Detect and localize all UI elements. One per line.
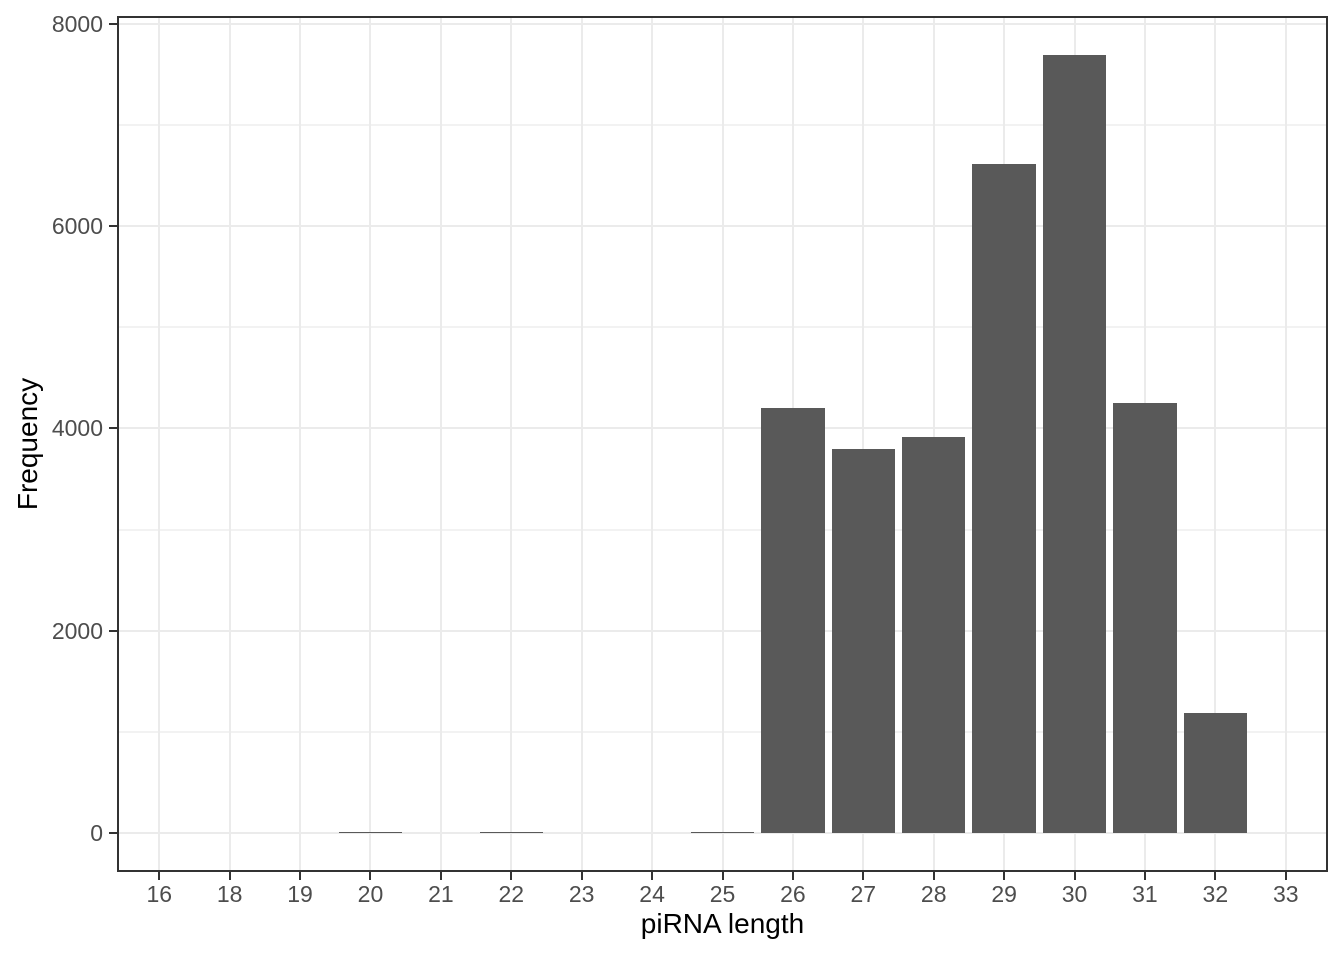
- y-tick: [109, 22, 117, 25]
- x-tick-label: 30: [1061, 881, 1088, 907]
- gridline-vertical: [158, 16, 161, 872]
- y-tick: [109, 427, 117, 430]
- bar-25: [690, 831, 755, 834]
- x-tick-label: 18: [216, 881, 243, 907]
- y-tick-label: 4000: [51, 415, 103, 442]
- y-axis-title: Frequency: [12, 377, 43, 511]
- x-tick-label: 22: [498, 881, 525, 907]
- x-tick: [791, 872, 794, 880]
- x-tick: [1003, 872, 1006, 880]
- x-tick: [1284, 872, 1287, 880]
- x-tick-label: 28: [920, 881, 947, 907]
- gridline-vertical: [862, 16, 865, 872]
- x-tick-label: 32: [1202, 881, 1229, 907]
- gridline-vertical: [228, 16, 231, 872]
- x-tick: [932, 872, 935, 880]
- x-tick-label: 19: [287, 881, 313, 907]
- bar-22: [479, 831, 543, 834]
- x-tick-label: 24: [639, 881, 665, 907]
- x-tick-label: 16: [146, 881, 173, 907]
- x-tick-label: 29: [991, 881, 1017, 907]
- x-tick: [158, 872, 161, 880]
- x-tick-label: 26: [780, 881, 806, 907]
- gridline-vertical: [510, 16, 513, 872]
- y-tick: [109, 224, 117, 227]
- x-tick-label: 33: [1272, 881, 1299, 907]
- x-tick-label: 27: [850, 881, 877, 907]
- y-tick: [109, 832, 117, 835]
- y-tick: [109, 629, 117, 632]
- x-tick: [721, 872, 724, 880]
- bar-29: [972, 164, 1036, 834]
- x-tick: [580, 872, 583, 880]
- x-tick: [862, 872, 865, 880]
- bar-28: [902, 437, 966, 834]
- x-axis-title: piRNA length: [640, 908, 805, 939]
- y-tick-label: 8000: [51, 10, 103, 37]
- x-tick: [1143, 872, 1146, 880]
- gridline-vertical: [651, 16, 654, 872]
- gridline-vertical: [1284, 16, 1287, 872]
- bar-31: [1113, 403, 1177, 834]
- x-tick-label: 20: [357, 881, 384, 907]
- gridline-vertical: [439, 16, 442, 872]
- x-tick: [651, 872, 654, 880]
- x-tick: [1214, 872, 1217, 880]
- gridline-vertical: [299, 16, 302, 872]
- x-tick: [1073, 872, 1076, 880]
- bar-20: [338, 831, 403, 834]
- x-tick: [369, 872, 372, 880]
- gridline-vertical: [721, 16, 724, 872]
- x-tick: [299, 872, 302, 880]
- bar-32: [1183, 712, 1248, 834]
- bar-30: [1042, 54, 1107, 834]
- x-tick: [228, 872, 231, 880]
- gridline-vertical: [1214, 16, 1217, 872]
- gridline-vertical: [369, 16, 372, 872]
- y-tick-label: 0: [90, 820, 103, 847]
- bar-26: [761, 408, 825, 834]
- y-tick-label: 2000: [51, 617, 103, 644]
- x-tick-label: 23: [568, 881, 595, 907]
- x-tick-label: 25: [709, 881, 736, 907]
- x-tick-label: 21: [428, 881, 454, 907]
- y-tick-label: 6000: [51, 212, 103, 239]
- x-tick: [510, 872, 513, 880]
- plot-panel: [117, 16, 1328, 872]
- gridline-vertical: [580, 16, 583, 872]
- x-tick: [439, 872, 442, 880]
- bar-27: [831, 448, 895, 834]
- x-tick-label: 31: [1132, 881, 1158, 907]
